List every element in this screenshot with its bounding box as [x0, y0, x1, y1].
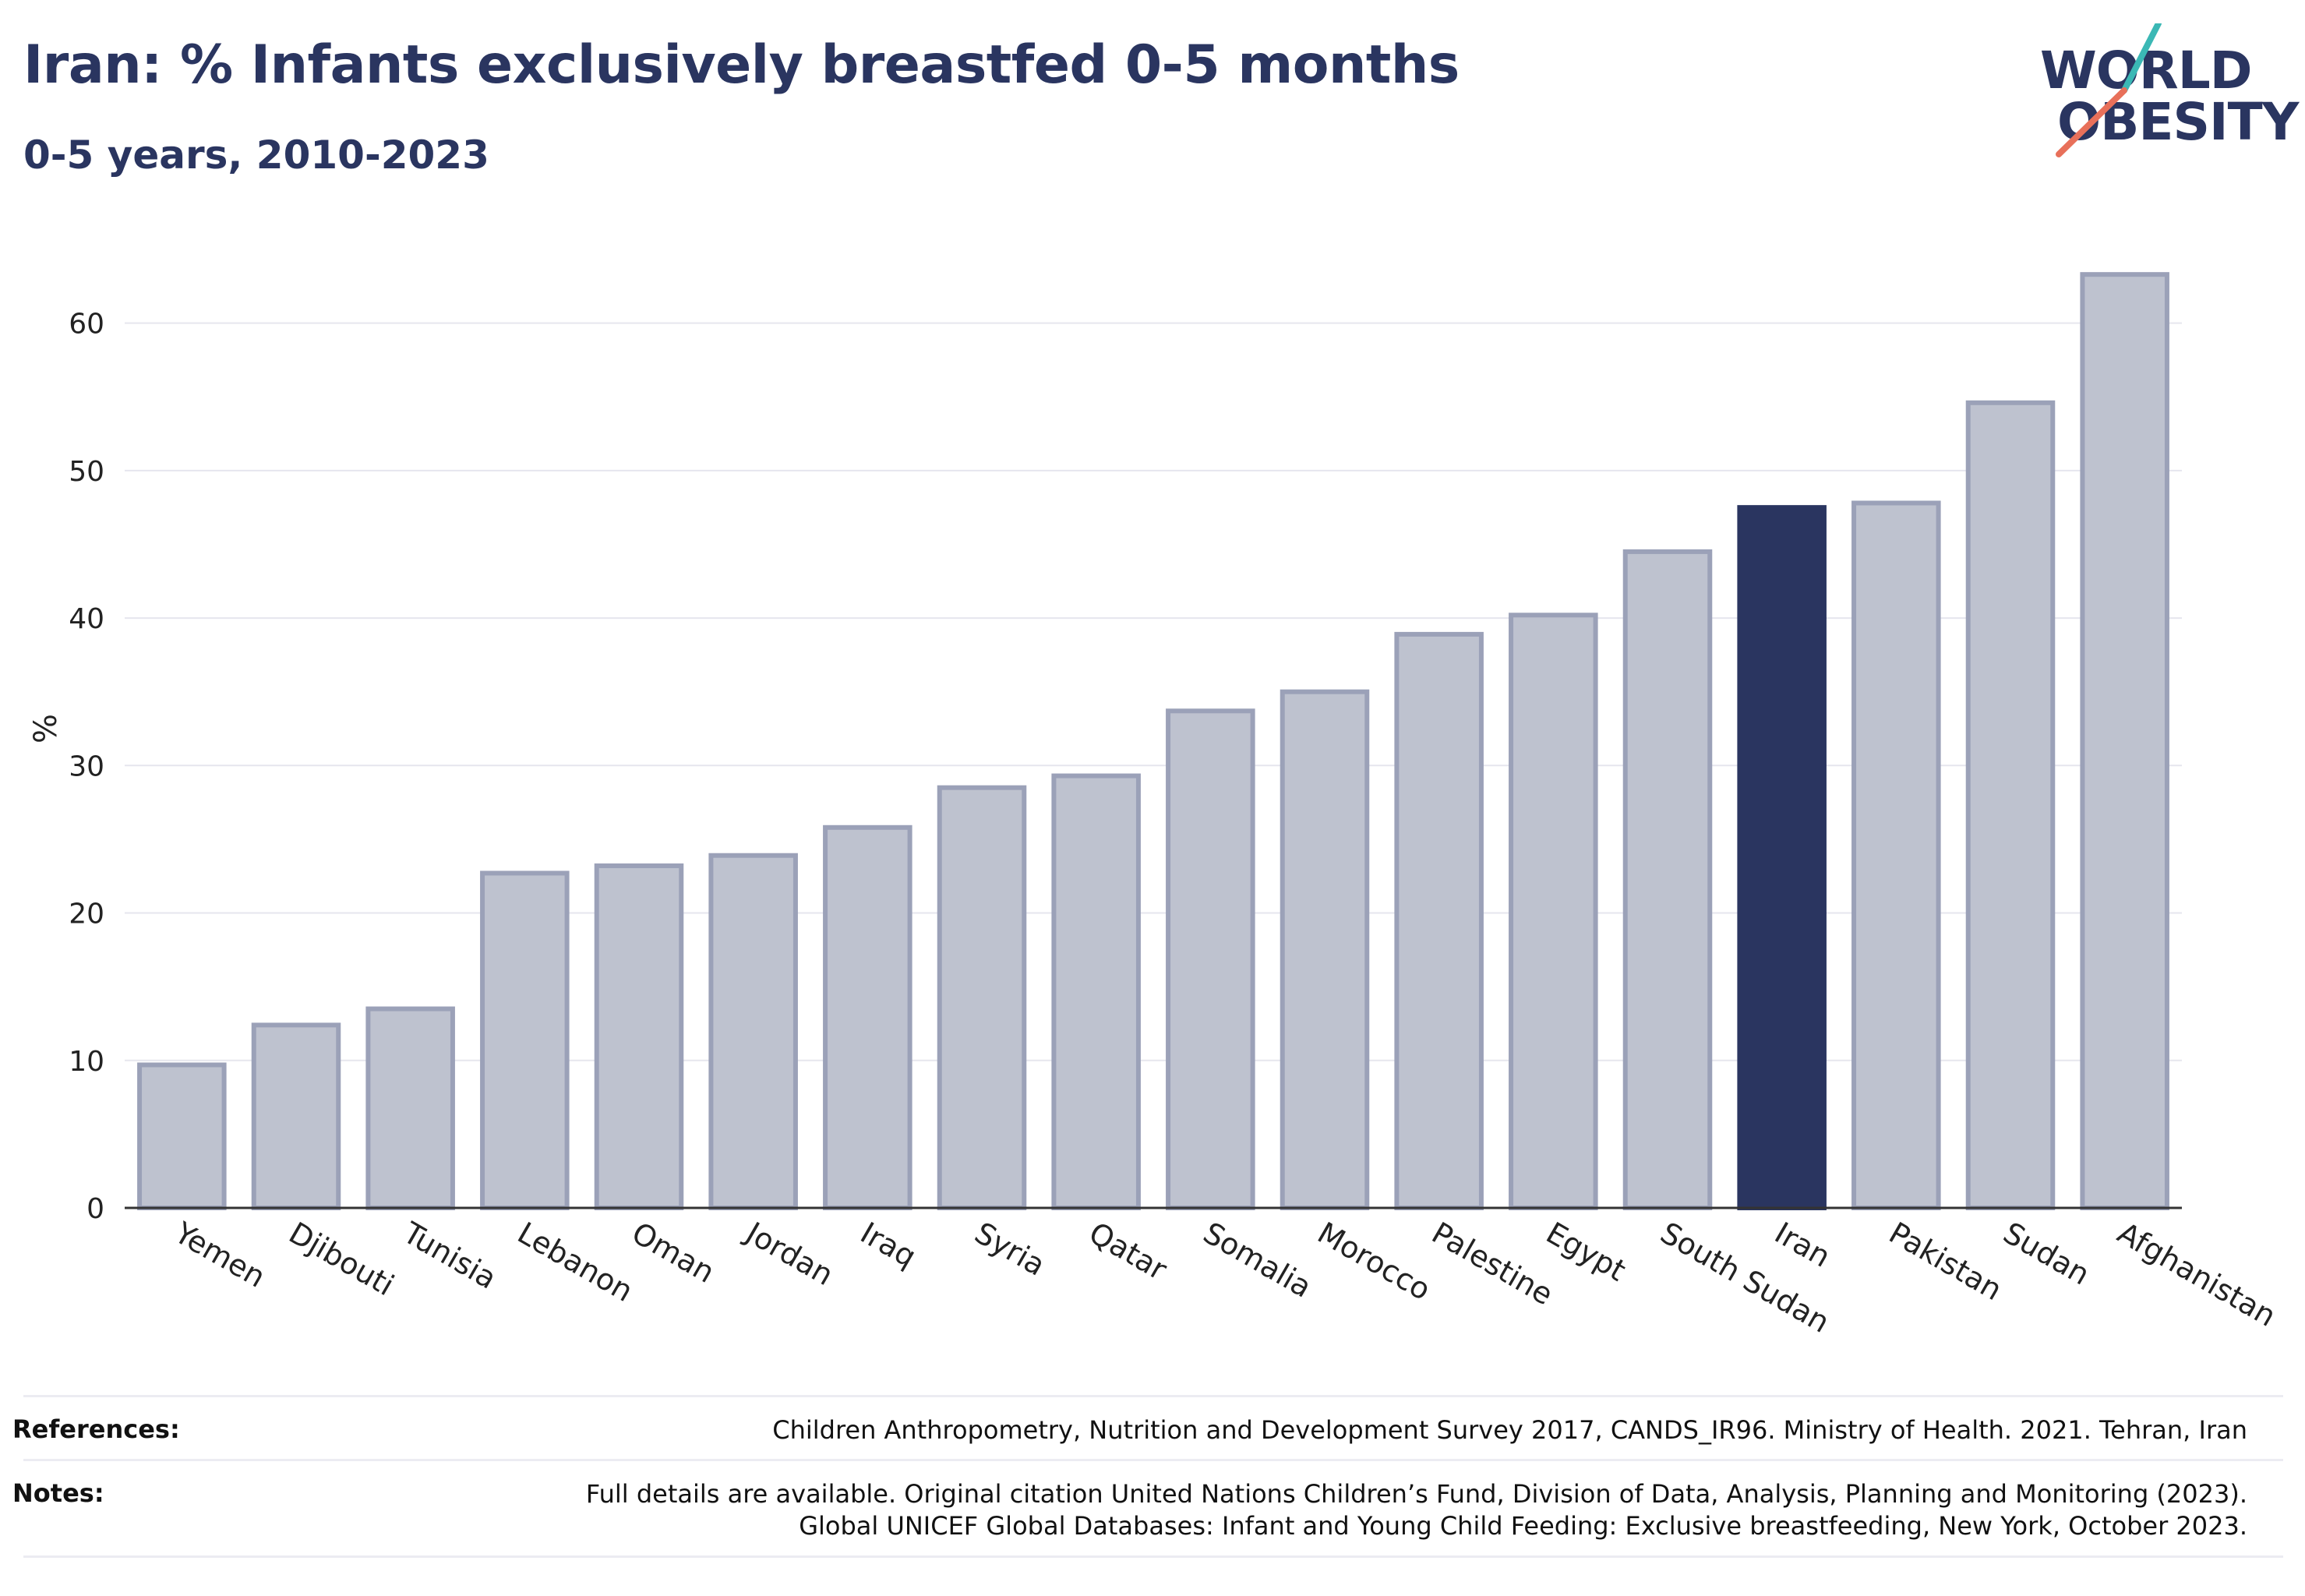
footer-divider-bottom	[23, 1555, 2283, 1558]
x-tick-label: Jordan	[739, 1215, 838, 1293]
chart-subtitle: 0-5 years, 2010-2023	[23, 132, 489, 178]
x-tick-label: Syria	[969, 1216, 1051, 1283]
chart-title: Iran: % Infants exclusively breastfed 0-…	[23, 34, 1460, 96]
footer-divider-top	[23, 1395, 2283, 1397]
world-obesity-logo: WORLD OBESITY	[2034, 23, 2299, 164]
footer-divider-middle	[23, 1459, 2283, 1461]
y-tick-label: 20	[69, 899, 104, 930]
bar	[365, 1006, 455, 1210]
x-tick-label: Oman	[627, 1216, 721, 1290]
notes-line1: Full details are available. Original cit…	[585, 1479, 2247, 1509]
x-tick-label: Iraq	[855, 1216, 922, 1274]
notes-label: Notes:	[12, 1478, 104, 1508]
x-tick-label: Djibouti	[284, 1216, 401, 1303]
notes-text: Full details are available. Original cit…	[586, 1478, 2247, 1542]
references-text: Children Anthropometry, Nutrition and De…	[772, 1415, 2247, 1445]
x-tick-label: Iran	[1769, 1216, 1836, 1274]
logo-slash-icon	[2056, 23, 2162, 157]
x-tick-label: Palestine	[1426, 1216, 1558, 1312]
x-tick-label: Sudan	[1998, 1216, 2096, 1292]
bar	[937, 785, 1027, 1210]
y-tick-label: 30	[69, 750, 104, 782]
bar	[480, 870, 570, 1210]
bar	[251, 1022, 341, 1211]
bar	[594, 863, 684, 1210]
x-tick-label: Pakistan	[1883, 1216, 2008, 1308]
bar	[1051, 773, 1141, 1210]
bar	[1622, 549, 1713, 1210]
x-tick-label: Afghanistan	[2112, 1216, 2282, 1333]
bar	[1280, 689, 1370, 1210]
y-tick-label: 0	[86, 1193, 104, 1225]
x-tick-label: Tunisia	[397, 1215, 502, 1296]
x-tick-label: Morocco	[1312, 1216, 1437, 1308]
bar	[1394, 631, 1484, 1210]
x-tick-label: Qatar	[1083, 1216, 1173, 1287]
y-axis-label: %	[28, 714, 64, 743]
bar	[1737, 505, 1827, 1210]
x-tick-label: Lebanon	[512, 1216, 639, 1308]
notes-line2: Global UNICEF Global Databases: Infant a…	[799, 1511, 2247, 1541]
bar	[1851, 500, 1941, 1210]
bar	[708, 853, 798, 1210]
bar	[1509, 613, 1598, 1210]
y-tick-label: 10	[69, 1046, 104, 1078]
x-tick-label: Egypt	[1541, 1216, 1632, 1288]
bar	[2080, 272, 2169, 1211]
logo-line2: OBESITY	[2057, 92, 2299, 152]
x-tick-label: Somalia	[1198, 1216, 1318, 1305]
y-tick-label: 50	[69, 456, 104, 488]
y-tick-label: 60	[69, 309, 104, 341]
references-label: References:	[12, 1414, 180, 1444]
bar	[1166, 708, 1255, 1210]
bar	[823, 824, 912, 1210]
x-tick-label: Yemen	[168, 1215, 271, 1294]
y-tick-label: 40	[69, 603, 104, 635]
bar	[1965, 400, 2056, 1210]
bar	[137, 1062, 227, 1211]
